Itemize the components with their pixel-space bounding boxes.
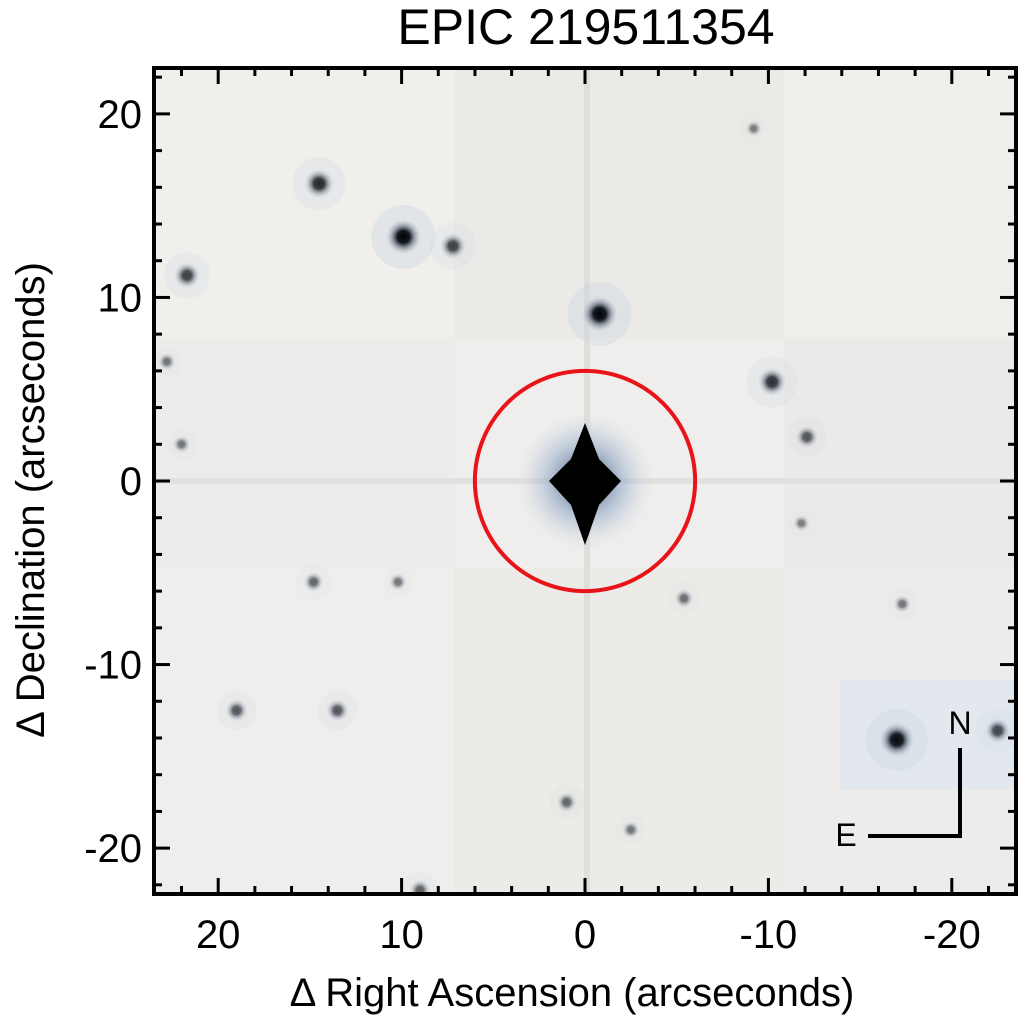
field-star bbox=[879, 722, 915, 758]
field-star bbox=[157, 352, 176, 371]
field-star bbox=[621, 820, 640, 839]
target-star bbox=[515, 411, 655, 551]
x-tick-label: 10 bbox=[379, 913, 424, 957]
figure-title: EPIC 219511354 bbox=[397, 0, 774, 55]
image-tile bbox=[154, 338, 454, 568]
sky-image bbox=[154, 68, 1016, 894]
compass: N E bbox=[835, 705, 971, 853]
field-star bbox=[893, 594, 912, 613]
image-tile bbox=[154, 68, 454, 338]
y-tick-label: -20 bbox=[84, 827, 142, 871]
field-star bbox=[795, 425, 819, 449]
y-tick-label: -10 bbox=[84, 644, 142, 688]
image-tile bbox=[784, 338, 1016, 568]
field-star bbox=[303, 571, 324, 593]
x-tick-label: -20 bbox=[923, 913, 981, 957]
x-tick-label: 20 bbox=[196, 913, 241, 957]
image-tile bbox=[784, 68, 1016, 338]
field-star bbox=[745, 120, 763, 137]
field-star bbox=[173, 262, 201, 289]
field-star bbox=[793, 514, 810, 532]
field-star bbox=[172, 435, 191, 454]
y-axis-title: Δ Declination (arcseconds) bbox=[9, 262, 53, 738]
x-tick-label: 0 bbox=[574, 913, 596, 957]
field-star bbox=[385, 218, 422, 255]
field-star bbox=[674, 588, 694, 609]
field-star bbox=[326, 699, 349, 722]
x-axis-title: Δ Right Ascension (arcseconds) bbox=[290, 971, 855, 1015]
stars-layer bbox=[154, 114, 1016, 894]
image-tile bbox=[454, 68, 784, 338]
compass-north-label: N bbox=[948, 705, 971, 741]
field-star bbox=[304, 168, 335, 199]
field-star bbox=[409, 879, 431, 894]
compass-east-label: E bbox=[835, 817, 856, 853]
image-tile bbox=[454, 568, 784, 894]
x-tick-label: -10 bbox=[739, 913, 797, 957]
target-star-core bbox=[549, 423, 621, 545]
y-tick-label: 10 bbox=[98, 276, 143, 320]
ticks-layer bbox=[154, 68, 1016, 894]
image-tile bbox=[154, 568, 454, 894]
field-star bbox=[556, 792, 577, 813]
field-star bbox=[581, 295, 618, 332]
field-star bbox=[757, 367, 787, 397]
y-tick-label: 20 bbox=[98, 93, 143, 137]
y-tick-label: 0 bbox=[120, 460, 142, 504]
target-aperture-circle bbox=[472, 368, 698, 594]
field-star bbox=[985, 718, 1011, 744]
field-star bbox=[388, 572, 407, 591]
field-star bbox=[225, 699, 248, 722]
tick-labels-layer: 20 10 0 -10 -20 20 10 0 -10 -20 bbox=[84, 93, 981, 957]
field-star bbox=[439, 232, 467, 260]
